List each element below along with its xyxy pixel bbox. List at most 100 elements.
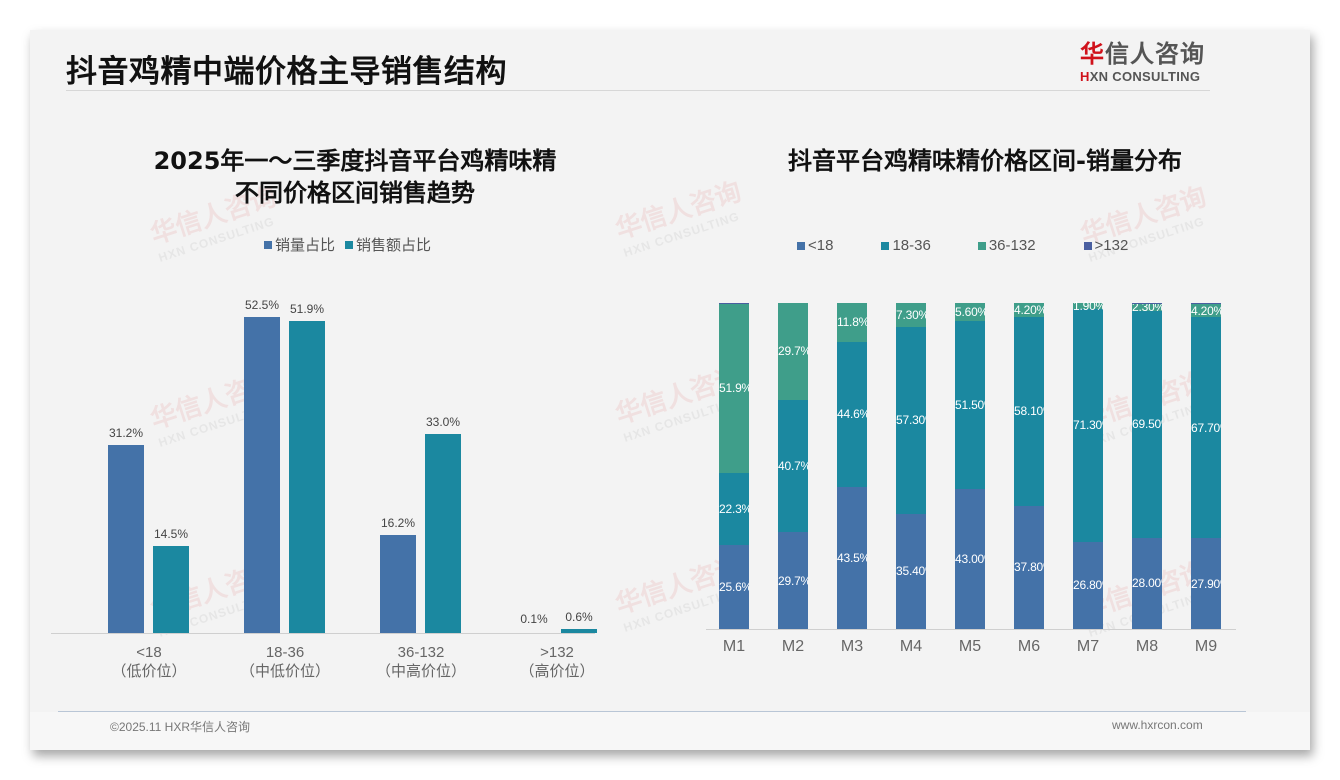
- legend-item-revenue[interactable]: 销售额占比: [345, 234, 431, 255]
- segment-value-label: 2.30%: [1132, 300, 1162, 315]
- stacked-bar-m3[interactable]: 43.5% 44.6% 11.8%: [837, 303, 867, 629]
- bar-value-label: 51.9%: [289, 301, 325, 316]
- bar-segment-r36_132[interactable]: 11.8%: [837, 303, 867, 342]
- logo-cn-text: 信人咨询: [1105, 40, 1205, 68]
- legend-item-18-36[interactable]: 18-36: [881, 237, 931, 254]
- segment-value-label: 22.3%: [719, 502, 749, 517]
- legend-swatch-volume: [264, 240, 272, 249]
- bar-segment-gt132[interactable]: [1191, 303, 1221, 304]
- bar-segment-lt18[interactable]: 26.80%: [1073, 541, 1103, 629]
- footer: [30, 712, 1310, 750]
- bar-segment-lt18[interactable]: 28.00%: [1132, 537, 1162, 629]
- stacked-bar-m6[interactable]: 37.80% 58.10% 4.20%: [1014, 303, 1044, 629]
- segment-value-label: 51.9%: [719, 381, 749, 396]
- stacked-bar-m9[interactable]: 27.90% 67.70% 4.20%: [1191, 303, 1221, 629]
- left-chart-legend: 销量占比 销售额占比: [264, 234, 431, 255]
- bar-value-label: 0.6%: [565, 610, 593, 625]
- x-axis-month: M4: [899, 638, 923, 655]
- bar-value-label: 14.5%: [153, 526, 189, 541]
- segment-value-label: 11.8%: [837, 315, 867, 330]
- bar-value-label: 33.0%: [425, 415, 461, 430]
- bar-segment-r18_36[interactable]: 51.50%: [955, 321, 985, 489]
- logo-en-red: H: [1080, 69, 1090, 84]
- title-divider: [66, 90, 1210, 91]
- bar-segment-r36_132[interactable]: 4.20%: [1191, 304, 1221, 318]
- x-axis-month: M3: [840, 638, 864, 655]
- bar-segment-r18_36[interactable]: 58.10%: [1014, 316, 1044, 506]
- bar-volume[interactable]: [244, 317, 280, 633]
- bar-revenue[interactable]: [425, 434, 461, 633]
- x-axis-month: M9: [1194, 638, 1218, 655]
- bar-value-label: 52.5%: [244, 298, 280, 312]
- legend-item-volume[interactable]: 销量占比: [264, 234, 335, 255]
- bar-segment-r36_132[interactable]: 2.30%: [1132, 300, 1162, 314]
- legend-swatch-36-132: [977, 241, 986, 250]
- bar-segment-gt132[interactable]: [1132, 303, 1162, 304]
- bar-segment-r18_36[interactable]: 69.50%: [1132, 311, 1162, 538]
- bar-segment-lt18[interactable]: 37.80%: [1014, 505, 1044, 629]
- bar-segment-r18_36[interactable]: 71.30%: [1073, 309, 1103, 542]
- x-axis-category: 36-132 （中高价位）: [375, 644, 466, 680]
- company-logo: 华信人咨询 HXN CONSULTING: [1080, 34, 1210, 84]
- bar-revenue[interactable]: [289, 320, 325, 633]
- bar-segment-r18_36[interactable]: 22.3%: [719, 472, 749, 546]
- bar-segment-lt18[interactable]: 27.90%: [1191, 538, 1221, 629]
- page-title: 抖音鸡精中端价格主导销售结构: [66, 54, 507, 90]
- legend-swatch-revenue: [345, 240, 354, 249]
- segment-value-label: 43.00%: [955, 551, 985, 566]
- segment-value-label: 27.90%: [1191, 576, 1221, 591]
- stacked-bar-m8[interactable]: 28.00% 69.50% 2.30%: [1132, 300, 1162, 629]
- segment-value-label: 1.90%: [1073, 299, 1103, 314]
- bar-segment-r36_132[interactable]: 7.30%: [896, 303, 926, 327]
- segment-value-label: 5.60%: [955, 305, 985, 320]
- bar-volume[interactable]: [108, 445, 144, 633]
- x-axis-month: M2: [781, 638, 805, 655]
- bar-segment-r36_132[interactable]: 5.60%: [955, 303, 985, 322]
- footer-website[interactable]: www.hxrcon.com: [1112, 718, 1203, 732]
- bar-segment-lt18[interactable]: 25.6%: [719, 545, 749, 629]
- bar-segment-lt18[interactable]: 43.00%: [955, 488, 985, 629]
- bar-segment-r36_132[interactable]: 4.20%: [1014, 303, 1044, 317]
- segment-value-label: 67.70%: [1191, 420, 1221, 435]
- legend-item-36-132[interactable]: 36-132: [977, 237, 1036, 254]
- bar-segment-r36_132[interactable]: 29.7%: [778, 303, 808, 400]
- bar-segment-r36_132[interactable]: 51.9%: [719, 303, 749, 473]
- bar-segment-r36_132[interactable]: 1.90%: [1073, 299, 1103, 313]
- segment-value-label: 58.10%: [1014, 404, 1044, 419]
- stacked-bar-m5[interactable]: 43.00% 51.50% 5.60%: [955, 303, 985, 629]
- bar-value-label: 0.1%: [520, 612, 548, 626]
- stacked-bar-m7[interactable]: 26.80% 71.30% 1.90%: [1073, 299, 1103, 629]
- bar-segment-r18_36[interactable]: 44.6%: [837, 341, 867, 488]
- segment-value-label: 4.20%: [1014, 302, 1044, 317]
- legend-item-gt132[interactable]: >132: [1083, 237, 1128, 254]
- bar-segment-r18_36[interactable]: 57.30%: [896, 326, 926, 514]
- bar-value-label: 31.2%: [108, 426, 144, 441]
- right-chart-x-axis: [706, 629, 1236, 630]
- segment-value-label: 35.40%: [896, 564, 926, 579]
- bar-segment-lt18[interactable]: 29.7%: [778, 532, 808, 629]
- bar-revenue[interactable]: [153, 545, 189, 633]
- x-axis-category: <18 （低价位）: [111, 644, 187, 680]
- segment-value-label: 40.7%: [778, 459, 808, 473]
- bar-segment-r18_36[interactable]: 40.7%: [778, 399, 808, 533]
- bar-segment-lt18[interactable]: 43.5%: [837, 487, 867, 629]
- stacked-bar-m1[interactable]: 25.6% 22.3% 51.9%: [719, 303, 749, 629]
- segment-value-label: 57.30%: [896, 413, 926, 428]
- segment-value-label: 44.6%: [837, 407, 867, 422]
- right-chart-title: 抖音平台鸡精味精价格区间-销量分布: [788, 147, 1182, 175]
- logo-en-text: XN CONSULTING: [1089, 69, 1201, 84]
- bar-segment-lt18[interactable]: 35.40%: [896, 513, 926, 629]
- legend-swatch-gt132: [1083, 241, 1092, 250]
- bar-segment-r18_36[interactable]: 67.70%: [1191, 317, 1221, 539]
- bar-value-label: 16.2%: [380, 516, 416, 531]
- segment-value-label: 25.6%: [719, 580, 749, 595]
- legend-item-lt18[interactable]: <18: [797, 237, 833, 254]
- x-axis-category: 18-36 （中低价位）: [239, 644, 330, 680]
- left-chart-title-line2: 不同价格区间销售趋势: [235, 179, 475, 207]
- stacked-bar-m2[interactable]: 29.7% 40.7% 29.7%: [778, 303, 808, 629]
- bar-volume[interactable]: [380, 535, 416, 633]
- segment-value-label: 51.50%: [955, 398, 985, 413]
- segment-value-label: 7.30%: [896, 307, 926, 322]
- bar-revenue[interactable]: [561, 629, 597, 633]
- stacked-bar-m4[interactable]: 35.40% 57.30% 7.30%: [896, 303, 926, 629]
